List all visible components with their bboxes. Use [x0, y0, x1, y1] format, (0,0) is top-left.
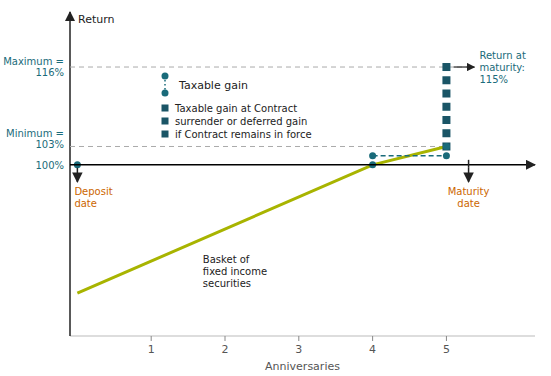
x-tick: [372, 336, 373, 341]
x-tick-label: 3: [295, 343, 302, 356]
square-point: [442, 76, 450, 84]
x-tick-label: 5: [443, 343, 450, 356]
key-label: if Contract remains in force: [175, 129, 312, 140]
key-label: Taxable gain at Contract: [174, 103, 297, 114]
y-axis-label: Return: [78, 13, 115, 26]
x-axis-label: Anniversaries: [265, 360, 340, 373]
circle-point: [443, 143, 450, 150]
circle-point: [443, 152, 450, 159]
maturity-tick: [468, 160, 470, 168]
x-axis: [70, 336, 535, 337]
key-label: surrender or deferred gain: [175, 116, 307, 127]
date-arrow: [77, 168, 79, 182]
x-tick-label: 1: [148, 343, 155, 356]
annotation: Depositdate: [74, 186, 112, 209]
series-line: [373, 155, 447, 157]
annotation: Maturitydate: [448, 186, 490, 209]
series-line: [77, 146, 446, 293]
x-tick-label: 2: [222, 343, 229, 356]
circle-point: [369, 152, 376, 159]
annotation: Basket offixed incomesecurities: [203, 254, 267, 289]
reference-label: 100%: [35, 160, 64, 171]
square-point: [442, 129, 450, 137]
annotation-arrow: [453, 66, 474, 67]
key-label: Taxable gain: [178, 79, 248, 92]
x-tick-label: 4: [369, 343, 376, 356]
key-square: [162, 118, 169, 125]
reference-label: Maximum =116%: [3, 56, 64, 78]
x-tick: [446, 336, 447, 341]
square-point: [442, 103, 450, 111]
x-tick: [298, 336, 299, 341]
x-tick: [225, 336, 226, 341]
plot-area: [70, 63, 469, 293]
key-square: [162, 105, 169, 112]
square-point: [442, 90, 450, 98]
key-square: [162, 131, 169, 138]
reference-line: [70, 164, 535, 166]
square-point: [442, 63, 450, 71]
y-axis: [69, 12, 71, 336]
x-tick: [151, 336, 152, 341]
date-arrow: [468, 168, 470, 182]
reference-line: [70, 146, 446, 147]
reference-label: Minimum =103%: [6, 128, 64, 150]
key-dot: [162, 90, 169, 97]
chart: 1 2 3 4 5 Anniversaries Return 100% Maximum =116…: [0, 0, 551, 376]
annotation: Return atmaturity:115%: [479, 50, 525, 85]
reference-line: [70, 67, 469, 68]
square-point: [442, 142, 450, 150]
key-dot: [162, 73, 169, 80]
square-point: [442, 116, 450, 124]
